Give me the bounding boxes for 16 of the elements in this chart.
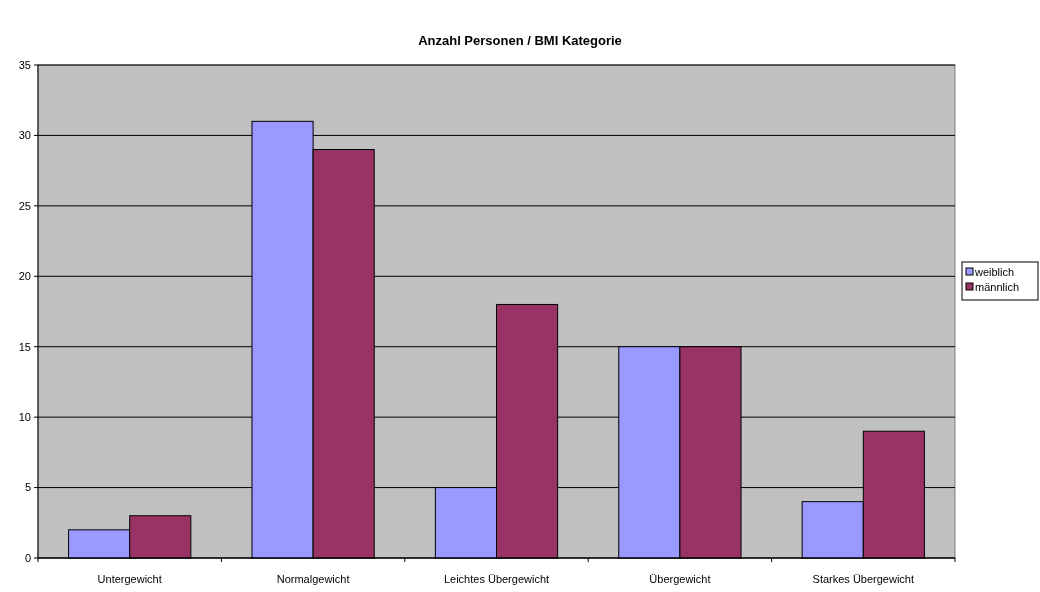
y-tick-label: 15 [18, 340, 31, 353]
y-tick-label: 35 [18, 58, 31, 71]
y-tick-label: 30 [18, 129, 31, 142]
x-tick-label: Leichtes Übergewicht [443, 573, 550, 585]
x-tick-label: Starkes Übergewicht [812, 573, 915, 585]
legend-label: männlich [975, 280, 1020, 293]
legend-label: weiblich [974, 265, 1015, 278]
y-tick-label: 20 [18, 270, 31, 283]
x-tick-label: Übergewicht [649, 573, 711, 585]
x-tick-label: Untergewicht [97, 573, 162, 585]
y-tick-label: 10 [18, 410, 31, 423]
y-tick-label: 0 [24, 551, 31, 564]
chart-title: Anzahl Personen / BMI Kategorie [418, 33, 622, 48]
y-tick-label: 5 [24, 481, 31, 494]
x-tick-label: Normalgewicht [276, 573, 350, 585]
y-tick-label: 25 [18, 199, 31, 212]
